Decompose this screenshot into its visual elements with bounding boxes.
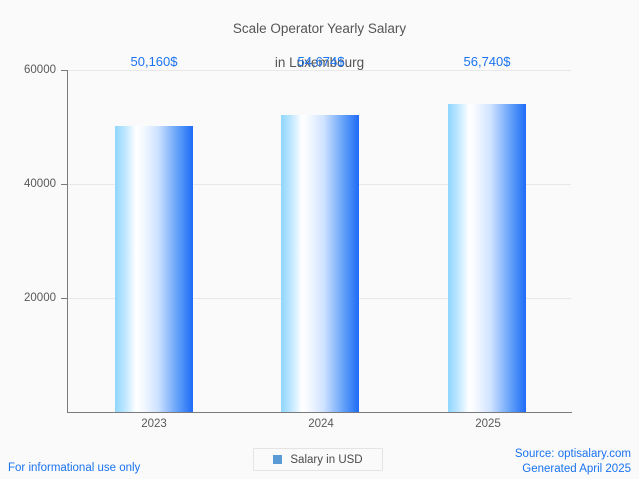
legend-item-label: Salary in USD (290, 453, 363, 466)
x-axis-label-2024: 2024 (308, 418, 334, 430)
x-axis-label-2025: 2025 (475, 418, 501, 430)
chart-title-line-1: Scale Operator Yearly Salary (232, 21, 407, 36)
footer-disclaimer: For informational use only (8, 462, 141, 474)
legend-swatch-icon (273, 455, 283, 464)
y-tick-mark-40000 (61, 184, 68, 185)
footer-source-link[interactable]: Source: optisalary.com (514, 448, 631, 460)
bar-value-label-2025: 56,740$ (463, 54, 511, 69)
chart-title-line-2: in Luxembourg (274, 55, 365, 70)
y-axis-label-60000: 60000 (24, 64, 56, 76)
footer-generated-date: Generated April 2025 (522, 463, 631, 475)
bar-2025[interactable] (448, 104, 526, 412)
bar-value-label-2024: 54,674$ (297, 54, 345, 69)
y-axis-label-40000: 40000 (24, 178, 56, 190)
gridline-60000 (67, 70, 571, 71)
bar-2023[interactable] (115, 125, 193, 412)
y-axis-line (67, 70, 68, 413)
x-axis-label-2023: 2023 (141, 418, 167, 430)
bar-value-label-2023: 50,160$ (130, 54, 178, 69)
y-axis-label-20000: 20000 (24, 292, 56, 304)
plot-area (67, 70, 571, 412)
chart-title: Scale Operator Yearly Salary in Luxembou… (0, 3, 639, 88)
y-tick-mark-60000 (61, 70, 68, 71)
bar-2024[interactable] (281, 115, 359, 412)
footer-source: Source: optisalary.com Generated April 2… (411, 447, 631, 477)
chart-legend[interactable]: Salary in USD (253, 448, 383, 471)
x-axis-line (67, 412, 572, 413)
y-tick-mark-20000 (61, 298, 68, 299)
